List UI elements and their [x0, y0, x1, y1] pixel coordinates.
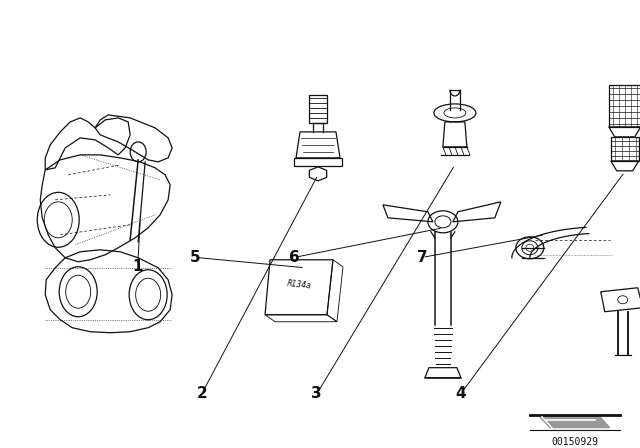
Text: 6: 6 [289, 250, 300, 265]
Text: R134a: R134a [286, 279, 312, 290]
Text: 2: 2 [196, 387, 207, 401]
Text: 4: 4 [456, 387, 466, 401]
Text: 5: 5 [190, 250, 200, 265]
Bar [611, 137, 639, 161]
Text: 00150929: 00150929 [551, 437, 598, 447]
Text: 3: 3 [312, 387, 322, 401]
Bar [309, 95, 327, 123]
Text: 1: 1 [132, 259, 143, 274]
Polygon shape [540, 417, 610, 428]
Bar [294, 158, 342, 166]
Text: 7: 7 [417, 250, 428, 265]
Bar [609, 85, 640, 127]
